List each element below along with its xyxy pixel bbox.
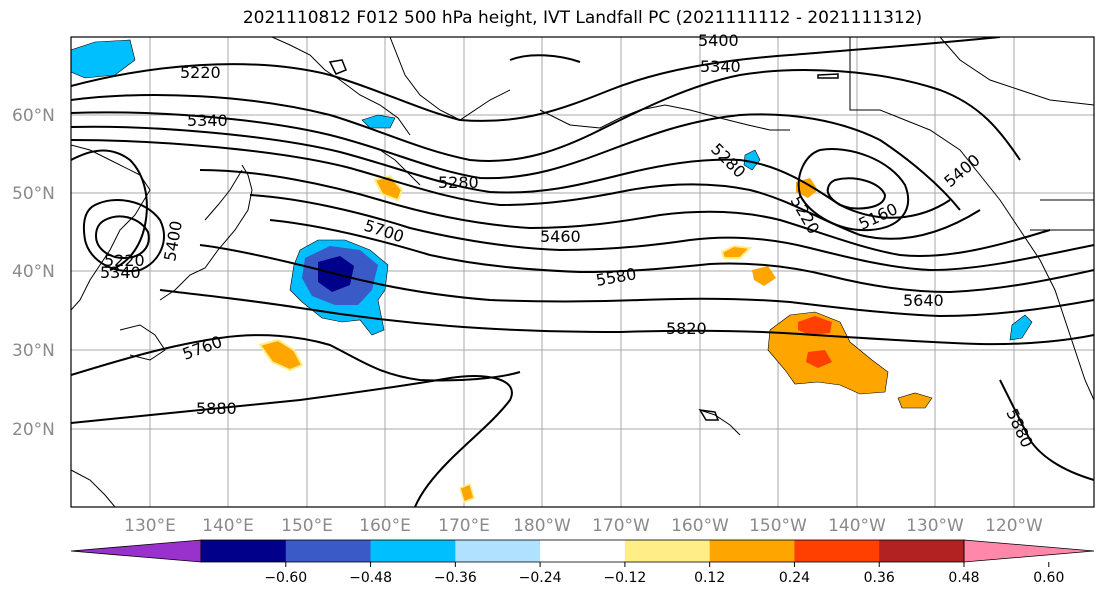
lon-label: 170°W [592, 516, 650, 536]
colorbar-tick-label: −0.60 [264, 570, 307, 586]
colorbar-tick-label: −0.48 [349, 570, 392, 586]
colorbar-segment [201, 540, 287, 562]
colorbar: −0.60 −0.48 −0.36 −0.24 −0.12 0.12 0.24 0.36 0.4… [70, 539, 1095, 586]
lat-label: 40°N [12, 262, 55, 282]
colorbar-tick-label: 0.36 [864, 570, 895, 586]
lat-label: 60°N [12, 106, 55, 126]
contour-label: 5340 [187, 111, 228, 130]
latitude-labels: 60°N 50°N 40°N 30°N 20°N [12, 106, 55, 440]
positive-anomaly-south [459, 482, 475, 504]
colorbar-extension-low [70, 539, 202, 563]
colorbar-extension-high [963, 539, 1095, 563]
lat-label: 20°N [12, 420, 55, 440]
colorbar-segment [285, 540, 372, 562]
negative-anomaly-alaska [743, 149, 761, 171]
negative-anomaly-california [1009, 314, 1033, 341]
coastlines [71, 37, 1094, 507]
contour-label: 5820 [666, 319, 707, 338]
lon-label: 180°W [513, 516, 571, 536]
lon-label: 160°W [671, 516, 729, 536]
colorbar-segment [624, 540, 711, 562]
contour-label: 5400 [698, 31, 739, 50]
colorbar-segment [709, 540, 795, 562]
small-features [328, 59, 839, 421]
height-contours [71, 37, 1094, 507]
lat-label: 50°N [12, 184, 55, 204]
contour-label: 5220 [104, 251, 145, 270]
lon-label: 150°W [749, 516, 807, 536]
colorbar-tick-label: 0.12 [694, 570, 725, 586]
contour-label-group: 5220 5340 5400 5340 5280 5220 5160 5400 … [100, 31, 1037, 451]
positive-anomaly-midpac-1 [752, 266, 776, 286]
positive-anomaly-midpac-2 [720, 244, 753, 259]
colorbar-segment [370, 540, 456, 562]
lon-label: 170°E [438, 516, 490, 536]
colorbar-tick-label: 0.48 [948, 570, 979, 586]
graticule [71, 37, 1094, 507]
positive-anomaly-east [897, 392, 933, 409]
longitude-labels: 130°E 140°E 150°E 160°E 170°E 180°W 170°… [124, 516, 1043, 536]
contour-label: 5220 [180, 63, 221, 82]
lon-label: 150°E [281, 516, 333, 536]
negative-anomaly-bering [361, 114, 396, 129]
contour-label: 5280 [438, 173, 479, 192]
lon-label: 130°E [124, 516, 176, 536]
lon-label: 140°W [828, 516, 886, 536]
positive-anomaly-hawaii-core-2 [806, 350, 832, 368]
positive-anomaly-hawaii-core [798, 316, 832, 335]
colorbar-tick-label: −0.24 [519, 570, 562, 586]
lon-label: 120°W [985, 516, 1043, 536]
colorbar-tick-label: −0.36 [434, 570, 477, 586]
lat-label: 30°N [12, 341, 55, 361]
contour-label: 5340 [100, 263, 141, 282]
contour-label: 5460 [540, 227, 581, 246]
colorbar-segment [794, 540, 880, 562]
colorbar-tick-label: 0.60 [1033, 570, 1064, 586]
positive-anomaly-hawaii-outer [767, 311, 889, 395]
negative-anomaly-kamchatka [71, 39, 136, 79]
colorbar-segment [879, 540, 965, 562]
contour-label: 5640 [903, 291, 944, 310]
contour-label: 5340 [700, 57, 741, 76]
lon-label: 140°E [202, 516, 254, 536]
colorbar-outline [200, 539, 965, 563]
positive-anomaly-alaska [796, 178, 818, 198]
map-border [70, 36, 1095, 508]
positive-anomaly-japan [258, 338, 304, 372]
colorbar-tick-label: −0.12 [603, 570, 646, 586]
colorbar-tick-label: 0.24 [779, 570, 810, 586]
colorbar-segment [540, 540, 626, 562]
colorbar-segment [455, 540, 541, 562]
lon-label: 160°E [359, 516, 411, 536]
positive-anomaly-kuril [373, 174, 404, 202]
map-title: 2021110812 F012 500 hPa height, IVT Land… [242, 8, 923, 28]
lon-label: 130°W [906, 516, 964, 536]
contour-label: 5880 [196, 399, 237, 418]
